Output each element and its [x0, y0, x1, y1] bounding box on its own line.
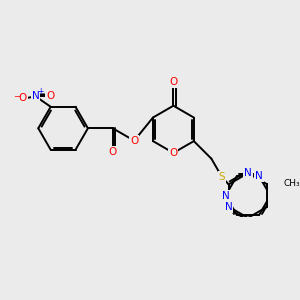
Text: N: N: [255, 171, 263, 181]
Text: O: O: [169, 148, 178, 158]
Text: O: O: [169, 77, 178, 87]
Text: N: N: [225, 202, 232, 212]
Text: N: N: [244, 168, 252, 178]
Text: S: S: [219, 172, 225, 182]
Text: −: −: [13, 92, 20, 101]
Text: O: O: [130, 136, 138, 146]
Text: O: O: [18, 93, 27, 103]
Text: N: N: [32, 92, 40, 101]
Text: N: N: [222, 190, 230, 200]
Text: CH₃: CH₃: [284, 178, 300, 188]
Text: +: +: [37, 87, 43, 96]
Text: O: O: [109, 147, 117, 157]
Text: O: O: [46, 92, 54, 101]
